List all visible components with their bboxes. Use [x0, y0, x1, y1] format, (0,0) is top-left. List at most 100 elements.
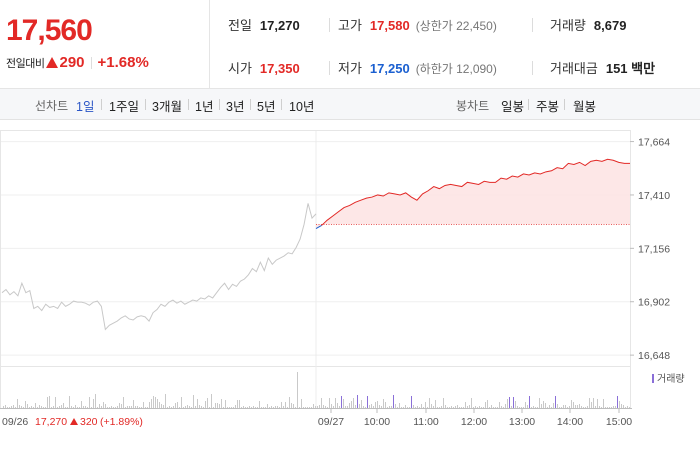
toolbar-divider — [281, 99, 282, 110]
toolbar-divider — [101, 99, 102, 110]
volume-bar — [427, 407, 428, 408]
candle-monthly[interactable]: 월봉 — [573, 100, 597, 114]
volume-bar — [19, 405, 20, 408]
volume-bar — [227, 407, 228, 408]
volume-bar — [617, 396, 618, 408]
volume-bar — [415, 407, 416, 408]
volume-bar — [149, 402, 150, 408]
stat-label: 거래대금 — [550, 61, 598, 76]
period-3year[interactable]: 3년 — [226, 100, 245, 114]
volume-bar — [75, 405, 76, 408]
volume-bar — [429, 398, 430, 408]
volume-bar — [87, 407, 88, 408]
prev-day-price: 17,270 — [35, 416, 67, 428]
volume-bar — [603, 399, 604, 408]
volume-bar — [589, 398, 590, 408]
volume-bar — [477, 407, 478, 408]
volume-bar — [525, 402, 526, 408]
volume-legend-swatch — [652, 374, 654, 383]
volume-bar — [537, 407, 538, 408]
volume-bar — [563, 405, 564, 408]
volume-bar — [481, 407, 482, 408]
period-1day[interactable]: 1일 — [76, 100, 95, 114]
volume-bar — [567, 407, 568, 408]
period-10year[interactable]: 10년 — [289, 100, 315, 114]
volume-bar — [137, 406, 138, 408]
volume-bar — [79, 407, 80, 408]
volume-bar — [331, 404, 332, 408]
volume-bar — [405, 405, 406, 408]
volume-bar — [543, 401, 544, 408]
volume-bar — [555, 396, 556, 408]
volume-bar — [41, 406, 42, 408]
volume-bar — [497, 407, 498, 408]
volume-bar — [339, 406, 340, 408]
volume-bar — [233, 407, 234, 408]
volume-bar — [437, 407, 438, 408]
x-tick-label: 09/27 — [318, 416, 344, 428]
stat-divider — [329, 61, 330, 75]
volume-bar — [455, 406, 456, 408]
volume-bar — [347, 406, 348, 408]
volume-bar — [443, 398, 444, 408]
volume-bar — [53, 406, 54, 408]
change-divider — [90, 56, 92, 69]
volume-bar — [121, 404, 122, 408]
volume-bar — [211, 394, 212, 408]
candle-weekly[interactable]: 주봉 — [536, 100, 560, 114]
volume-bar — [219, 404, 220, 408]
volume-bar — [253, 406, 254, 408]
stat-value: 17,580 — [369, 18, 410, 33]
volume-bar — [309, 407, 310, 408]
volume-bar — [445, 405, 446, 408]
stat-value: 17,250 — [369, 61, 410, 76]
change-label: 전일대비 — [6, 57, 45, 70]
price-chart: 17,664 17,410 17,156 16,902 16,648 09/27 10:0… — [0, 121, 700, 450]
period-5year[interactable]: 5년 — [257, 100, 276, 114]
price-change: 전일대비 290 +1.68% — [6, 54, 149, 71]
volume-bar — [225, 400, 226, 408]
volume-bar — [3, 406, 4, 408]
volume-bar — [169, 406, 170, 408]
volume-bar — [201, 406, 202, 408]
volume-bar — [217, 403, 218, 408]
volume-bar — [551, 407, 552, 408]
volume-bar — [609, 407, 610, 408]
volume-bar — [581, 406, 582, 408]
x-tick-label: 10:00 — [364, 416, 390, 428]
volume-bar — [393, 395, 394, 408]
volume-bar — [259, 401, 260, 408]
volume-bar — [25, 401, 26, 408]
volume-bar — [97, 407, 98, 408]
volume-bar — [333, 406, 334, 408]
volume-bar — [191, 407, 192, 408]
period-3month[interactable]: 3개월 — [152, 100, 182, 114]
volume-bar — [519, 407, 520, 408]
volume-bar — [27, 404, 28, 408]
volume-bar — [413, 405, 414, 408]
volume-bar — [229, 407, 230, 408]
period-1week[interactable]: 1주일 — [109, 100, 139, 114]
volume-bar — [131, 406, 132, 408]
volume-bar — [135, 406, 136, 408]
volume-bar — [391, 406, 392, 408]
volume-bar — [343, 399, 344, 408]
volume-bar — [235, 405, 236, 408]
volume-bar — [601, 407, 602, 408]
current-price-box: 17,560 전일대비 290 +1.68% — [0, 0, 210, 89]
volume-bar — [193, 395, 194, 408]
period-1year[interactable]: 1년 — [195, 100, 214, 114]
volume-bar — [61, 405, 62, 408]
prev-day-up-icon — [70, 418, 78, 425]
volume-bar — [209, 407, 210, 408]
volume-bar — [113, 407, 114, 408]
volume-bar — [383, 399, 384, 408]
volume-bar — [153, 396, 154, 408]
volume-bar — [11, 406, 12, 408]
volume-bar — [483, 407, 484, 408]
volume-bar — [493, 407, 494, 408]
candle-daily[interactable]: 일봉 — [501, 100, 525, 114]
x-tick-label: 15:00 — [606, 416, 632, 428]
volume-bar — [615, 406, 616, 408]
volume-bar — [623, 405, 624, 408]
